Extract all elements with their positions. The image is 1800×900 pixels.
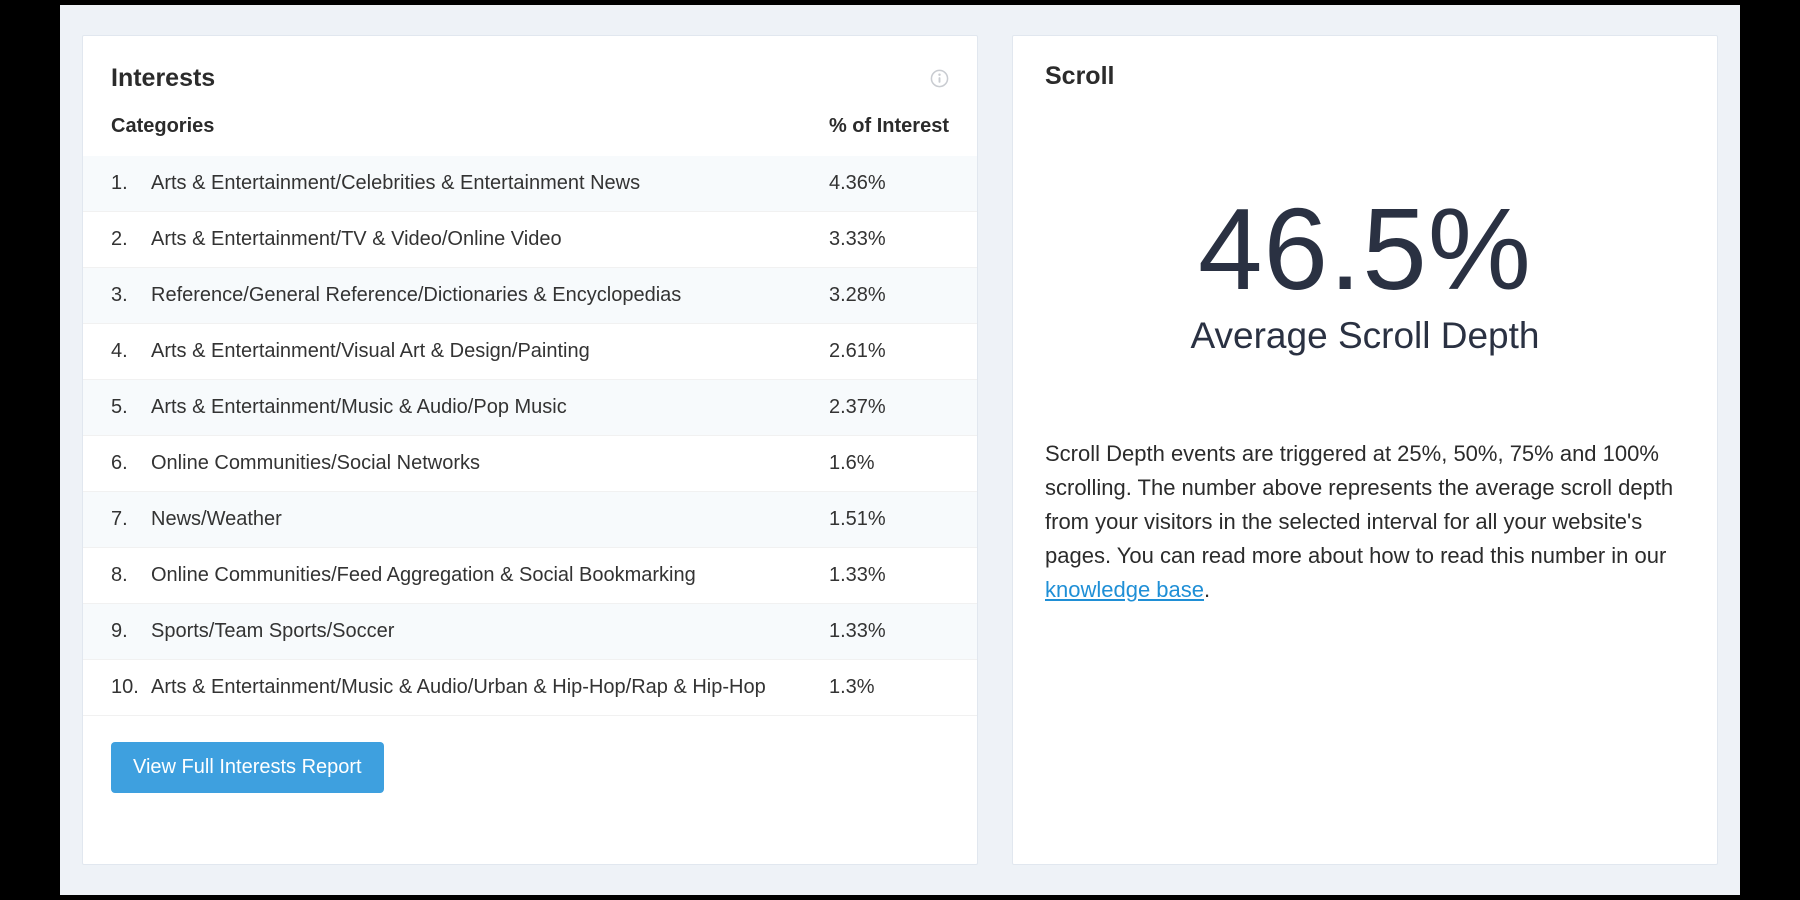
col-percent: % of Interest: [829, 115, 949, 138]
row-percent: 1.33%: [829, 564, 949, 587]
table-row[interactable]: 7.News/Weather1.51%: [83, 492, 977, 548]
row-percent: 1.51%: [829, 508, 949, 531]
row-rank: 4.: [111, 340, 151, 363]
row-category: Arts & Entertainment/Visual Art & Design…: [151, 340, 829, 363]
table-row[interactable]: 8.Online Communities/Feed Aggregation & …: [83, 548, 977, 604]
row-percent: 1.33%: [829, 620, 949, 643]
row-rank: 3.: [111, 284, 151, 307]
row-percent: 1.6%: [829, 452, 949, 475]
row-rank: 8.: [111, 564, 151, 587]
scroll-title: Scroll: [1045, 62, 1685, 91]
info-icon[interactable]: [930, 69, 949, 88]
row-percent: 3.28%: [829, 284, 949, 307]
table-row[interactable]: 2.Arts & Entertainment/TV & Video/Online…: [83, 212, 977, 268]
interests-header: Interests: [83, 60, 977, 115]
row-rank: 1.: [111, 172, 151, 195]
scroll-desc-pre: Scroll Depth events are triggered at 25%…: [1045, 441, 1673, 568]
row-percent: 1.3%: [829, 676, 949, 699]
row-category: Online Communities/Feed Aggregation & So…: [151, 564, 829, 587]
row-rank: 7.: [111, 508, 151, 531]
scroll-depth-value: 46.5%: [1198, 191, 1532, 307]
view-full-interests-button[interactable]: View Full Interests Report: [111, 742, 384, 793]
row-rank: 6.: [111, 452, 151, 475]
row-percent: 2.61%: [829, 340, 949, 363]
row-category: Sports/Team Sports/Soccer: [151, 620, 829, 643]
row-percent: 4.36%: [829, 172, 949, 195]
interests-title: Interests: [111, 64, 215, 93]
table-row[interactable]: 10.Arts & Entertainment/Music & Audio/Ur…: [83, 660, 977, 716]
col-categories: Categories: [111, 115, 214, 138]
interests-card: Interests Categories % of Interest 1.Art…: [82, 35, 978, 865]
row-rank: 9.: [111, 620, 151, 643]
interests-columns-header: Categories % of Interest: [83, 115, 977, 156]
row-percent: 2.37%: [829, 396, 949, 419]
scroll-depth-subtitle: Average Scroll Depth: [1191, 315, 1540, 357]
row-category: Arts & Entertainment/Music & Audio/Urban…: [151, 676, 829, 699]
table-row[interactable]: 5.Arts & Entertainment/Music & Audio/Pop…: [83, 380, 977, 436]
row-category: Arts & Entertainment/TV & Video/Online V…: [151, 228, 829, 251]
table-row[interactable]: 6.Online Communities/Social Networks1.6%: [83, 436, 977, 492]
table-row[interactable]: 9.Sports/Team Sports/Soccer1.33%: [83, 604, 977, 660]
row-rank: 2.: [111, 228, 151, 251]
row-percent: 3.33%: [829, 228, 949, 251]
table-row[interactable]: 4.Arts & Entertainment/Visual Art & Desi…: [83, 324, 977, 380]
row-rank: 5.: [111, 396, 151, 419]
knowledge-base-link[interactable]: knowledge base: [1045, 577, 1204, 602]
scroll-card: Scroll 46.5% Average Scroll Depth Scroll…: [1012, 35, 1718, 865]
row-category: Arts & Entertainment/Music & Audio/Pop M…: [151, 396, 829, 419]
page-background: Interests Categories % of Interest 1.Art…: [60, 5, 1740, 895]
scroll-description: Scroll Depth events are triggered at 25%…: [1045, 437, 1685, 607]
row-category: Reference/General Reference/Dictionaries…: [151, 284, 829, 307]
row-category: News/Weather: [151, 508, 829, 531]
row-rank: 10.: [111, 676, 151, 699]
table-row[interactable]: 1.Arts & Entertainment/Celebrities & Ent…: [83, 156, 977, 212]
row-category: Arts & Entertainment/Celebrities & Enter…: [151, 172, 829, 195]
table-row[interactable]: 3.Reference/General Reference/Dictionari…: [83, 268, 977, 324]
row-category: Online Communities/Social Networks: [151, 452, 829, 475]
scroll-hero: 46.5% Average Scroll Depth: [1045, 191, 1685, 357]
scroll-desc-post: .: [1204, 577, 1210, 602]
interests-rows: 1.Arts & Entertainment/Celebrities & Ent…: [83, 156, 977, 716]
